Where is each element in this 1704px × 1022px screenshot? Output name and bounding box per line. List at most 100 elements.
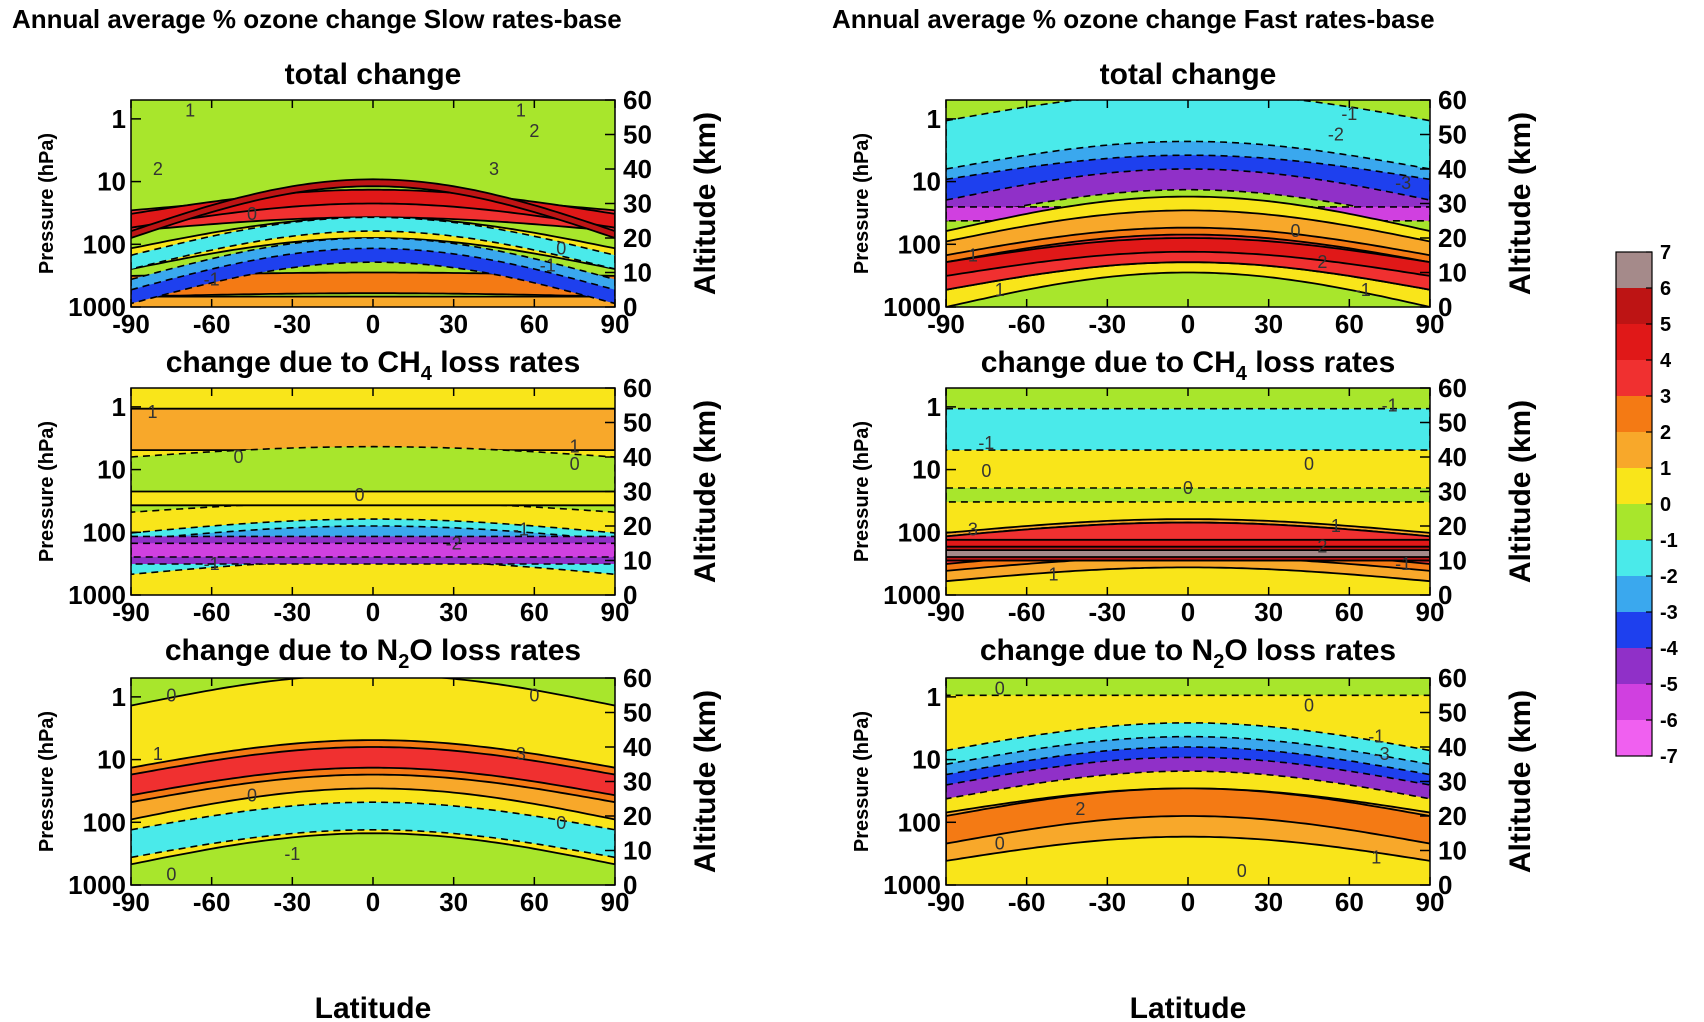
x-tick-label: -30 bbox=[274, 309, 312, 339]
x-tick-label: 0 bbox=[366, 887, 380, 917]
contour-band bbox=[131, 490, 615, 507]
alt-tick-label: 40 bbox=[1438, 732, 1467, 762]
colorbar-label: -6 bbox=[1660, 710, 1678, 732]
colorbar-swatch bbox=[1616, 684, 1652, 720]
p-tick-label: 1000 bbox=[68, 870, 126, 900]
contour-label: 0 bbox=[995, 834, 1005, 854]
alt-tick-label: 50 bbox=[623, 698, 652, 728]
p-tick-label: 1000 bbox=[68, 580, 126, 610]
colorbar-label: 7 bbox=[1660, 242, 1671, 264]
pressure-axis-label: Pressure (hPa) bbox=[36, 133, 58, 274]
x-tick-label: -60 bbox=[193, 887, 231, 917]
latitude-axis-label: Latitude bbox=[1130, 992, 1247, 1022]
colorbar-swatch bbox=[1616, 540, 1652, 576]
colorbar-label: 1 bbox=[1660, 458, 1671, 480]
alt-tick-label: 20 bbox=[623, 801, 652, 831]
alt-tick-label: 60 bbox=[623, 373, 652, 403]
contour-band bbox=[131, 407, 615, 452]
x-tick-label: -30 bbox=[1089, 887, 1127, 917]
pressure-axis-label: Pressure (hPa) bbox=[36, 421, 58, 562]
contour-field: -1-2-301 2-11 bbox=[946, 100, 1430, 307]
contour-label: 0 bbox=[247, 204, 257, 224]
contour-label: 0 bbox=[355, 485, 365, 505]
alt-tick-label: 10 bbox=[623, 258, 652, 288]
x-tick-label: 90 bbox=[1416, 887, 1445, 917]
colorbar-label: 0 bbox=[1660, 494, 1671, 516]
contour-label: 0 bbox=[556, 813, 566, 833]
alt-tick-label: 50 bbox=[1438, 698, 1467, 728]
contour-band bbox=[131, 746, 615, 797]
colorbar-swatch bbox=[1616, 468, 1652, 504]
contour-label: 0 bbox=[166, 685, 176, 705]
contour-label: 1 bbox=[185, 100, 195, 120]
x-tick-label: -30 bbox=[1089, 597, 1127, 627]
altitude-axis-label: Altitude (km) bbox=[1504, 690, 1537, 873]
contour-field: 110 00-2-1-1 bbox=[131, 388, 615, 595]
panel-title: change due to N2O loss rates bbox=[980, 634, 1396, 673]
contour-label: 1 bbox=[995, 280, 1005, 300]
x-tick-label: -60 bbox=[193, 309, 231, 339]
contour-label: 0 bbox=[234, 447, 244, 467]
panel-title: change due to CH4 loss rates bbox=[981, 346, 1396, 385]
x-tick-label: -90 bbox=[927, 309, 965, 339]
altitude-axis-label: Altitude (km) bbox=[689, 112, 722, 295]
x-tick-label: -60 bbox=[193, 597, 231, 627]
contour-label: -1 bbox=[978, 433, 994, 453]
alt-tick-label: 20 bbox=[623, 223, 652, 253]
x-tick-label: 0 bbox=[366, 309, 380, 339]
contour-panel: change due to CH4 loss rates-1-10 003 12-1… bbox=[851, 346, 1537, 627]
p-tick-label: 10 bbox=[912, 455, 941, 485]
alt-tick-label: 30 bbox=[623, 767, 652, 797]
contour-band bbox=[131, 801, 615, 859]
x-tick-label: 0 bbox=[1181, 309, 1195, 339]
alt-tick-label: 40 bbox=[623, 442, 652, 472]
contour-label: 0 bbox=[1291, 221, 1301, 241]
alt-tick-label: 0 bbox=[1438, 292, 1452, 322]
alt-tick-label: 0 bbox=[623, 292, 637, 322]
contour-label: 1 bbox=[153, 744, 163, 764]
contour-band bbox=[946, 407, 1430, 451]
contour-band bbox=[131, 247, 615, 305]
x-tick-label: 90 bbox=[1416, 597, 1445, 627]
p-tick-label: 100 bbox=[83, 807, 126, 837]
contour-label: 0 bbox=[556, 238, 566, 258]
p-tick-label: 10 bbox=[912, 167, 941, 197]
p-tick-label: 1000 bbox=[68, 292, 126, 322]
alt-tick-label: 50 bbox=[623, 408, 652, 438]
alt-tick-label: 60 bbox=[1438, 663, 1467, 693]
x-tick-label: -30 bbox=[274, 887, 312, 917]
colorbar-swatch bbox=[1616, 612, 1652, 648]
pressure-axis-label: Pressure (hPa) bbox=[851, 711, 873, 852]
alt-tick-label: 20 bbox=[1438, 801, 1467, 831]
contour-label: -1 bbox=[1395, 554, 1411, 574]
alt-tick-label: 10 bbox=[1438, 258, 1467, 288]
header-slow-rates: Annual average % ozone change Slow rates… bbox=[12, 4, 622, 34]
p-tick-label: 10 bbox=[97, 167, 126, 197]
contour-band bbox=[131, 542, 615, 558]
contour-label: 3 bbox=[489, 159, 499, 179]
x-tick-label: -60 bbox=[1008, 597, 1046, 627]
alt-tick-label: 10 bbox=[623, 546, 652, 576]
contour-label: -1 bbox=[204, 554, 220, 574]
colorbar-swatch bbox=[1616, 504, 1652, 540]
contour-panel: total change-1-2-301 2-11-90 -60 -30 0 30 60 90… bbox=[851, 58, 1537, 339]
p-tick-label: 1000 bbox=[883, 870, 941, 900]
colorbar-label: 6 bbox=[1660, 278, 1671, 300]
contour-field: 0 0 1 3 0 -1 0 0 bbox=[131, 678, 615, 885]
contour-label: 0 bbox=[247, 785, 257, 805]
colorbar-label: 5 bbox=[1660, 314, 1671, 336]
colorbar-legend: 7 6 5 4 3 2 1 0 -1 -2 -3 -4 -5 -6 -7 bbox=[1615, 242, 1679, 768]
x-tick-label: 0 bbox=[1181, 597, 1195, 627]
contour-label: -1 bbox=[1382, 395, 1398, 415]
alt-tick-label: 30 bbox=[1438, 189, 1467, 219]
contour-label: -1 bbox=[540, 256, 556, 276]
contour-label: 0 bbox=[1304, 454, 1314, 474]
contour-label: 1 bbox=[148, 402, 158, 422]
colorbar-label: 4 bbox=[1660, 350, 1672, 372]
contour-band bbox=[131, 178, 615, 239]
alt-tick-label: 50 bbox=[623, 120, 652, 150]
p-tick-label: 100 bbox=[898, 807, 941, 837]
